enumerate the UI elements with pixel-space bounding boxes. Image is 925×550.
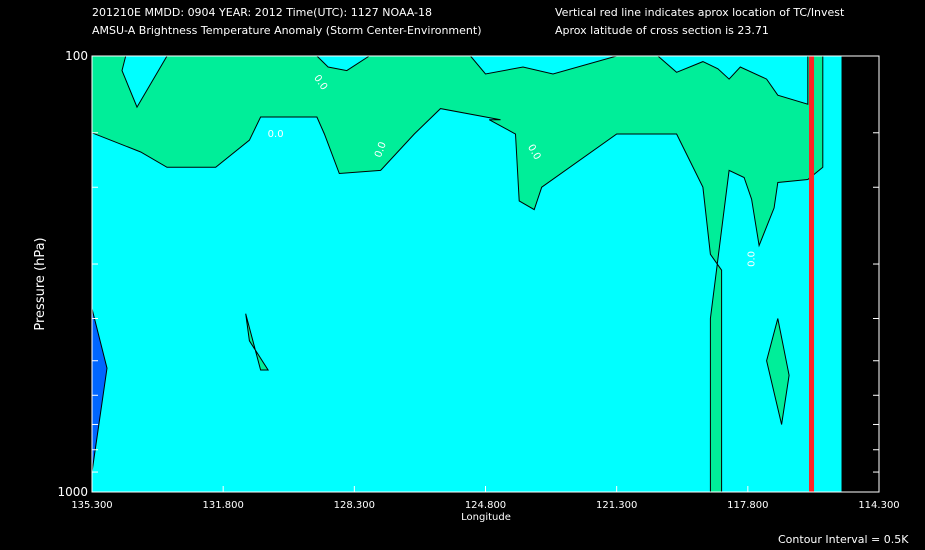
- x-tick-label-3: 124.800: [465, 500, 506, 511]
- x-tick-label-2: 128.300: [334, 500, 375, 511]
- contour-interval-label: Contour Interval = 0.5K: [778, 533, 909, 546]
- y-axis-label: Pressure (hPa): [33, 237, 48, 330]
- axes-layer: 135.300 131.800 128.300 124.800 121.300 117.8…: [57, 49, 899, 511]
- no-data-region: [841, 56, 879, 492]
- x-tick-label-4: 121.300: [596, 500, 637, 511]
- x-axis-label: Longitude: [461, 512, 511, 523]
- header-line1-left: 201210E MMDD: 0904 YEAR: 2012 Time(UTC):…: [92, 6, 433, 19]
- header-line2-left: AMSU-A Brightness Temperature Anomaly (S…: [92, 24, 482, 37]
- x-tick-label-5: 117.800: [727, 500, 768, 511]
- header-line1-right: Vertical red line indicates aprox locati…: [555, 6, 845, 19]
- positive-anomaly-region-upper: [91, 55, 824, 493]
- x-tick-label-6: 114.300: [858, 500, 899, 511]
- y-tick-label-top: 100: [65, 49, 88, 63]
- contour-label-2: 0.0: [373, 140, 389, 159]
- contour-label-0: 0.0: [268, 129, 284, 140]
- positive-anomaly-region-lower-right: [766, 318, 790, 425]
- plot-layer: 0.00.00.0 0.00.0: [91, 55, 879, 493]
- x-tick-label-1: 131.800: [202, 500, 243, 511]
- x-tick-label-0: 135.300: [71, 500, 112, 511]
- y-tick-label-bottom: 1000: [57, 485, 88, 499]
- header-line2-right: Aprox latitude of cross section is 23.71: [555, 24, 769, 37]
- positive-anomaly-region-lower-left: [245, 313, 270, 371]
- contour-label-4: 0.0: [747, 251, 758, 267]
